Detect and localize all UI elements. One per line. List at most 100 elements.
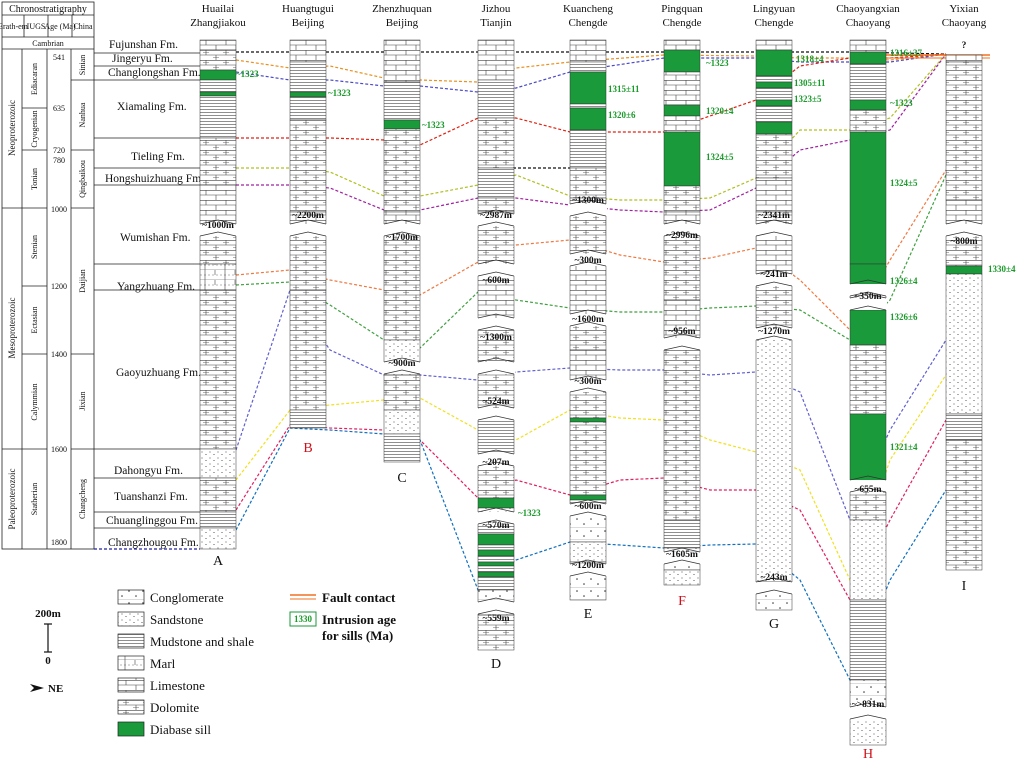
column-G-layer — [755, 231, 793, 283]
thickness-label-D: ~559m — [482, 614, 509, 624]
column-C: ~1700m ~900m ~1323 — [383, 39, 445, 463]
section-city-C: Beijing — [386, 17, 419, 29]
column-break-mark — [477, 259, 515, 265]
column-break-gap — [477, 454, 515, 466]
stratigraphic-columns: ~1000m~1323~2200m~1323~1700m~900m~1323~2… — [199, 39, 1016, 746]
intrusion-age-H: 1324±5 — [890, 178, 918, 188]
column-H-layer — [849, 131, 887, 265]
column-break-mark — [755, 589, 793, 595]
column-E-layer — [569, 261, 607, 323]
column-break-mark — [569, 309, 607, 315]
legend-swatch-limestone — [117, 677, 145, 693]
north-label: NE — [48, 683, 63, 695]
intrusion-age-I: 1330±4 — [988, 264, 1016, 274]
column-B-layer — [289, 39, 327, 63]
thickness-label-H: ~350m — [854, 292, 881, 302]
thickness-label-D: ~2987m — [480, 211, 512, 221]
column-D-layer — [477, 571, 515, 578]
thickness-label-D: ~600m — [482, 276, 509, 286]
column-break-gap — [569, 504, 607, 516]
column-E-layer — [569, 107, 607, 131]
thickness-label-E: ~600m — [574, 502, 601, 512]
thickness-label-D: ~1300m — [480, 333, 512, 343]
section-city-B: Beijing — [292, 17, 325, 29]
column-A-layer — [199, 448, 237, 479]
column-I-layer — [945, 439, 983, 571]
column-I-layer — [945, 273, 983, 415]
intrusion-age-E: 1320±6 — [608, 110, 636, 120]
age-541: 541 — [53, 53, 65, 62]
age-1800: 1800 — [51, 538, 67, 547]
column-A-layer — [199, 69, 237, 81]
column-D-layer — [477, 576, 515, 591]
column-break-gap — [289, 224, 327, 236]
fm-xiamaling: Xiamaling Fm. — [117, 101, 187, 113]
column-break-gap — [569, 564, 607, 576]
column-break-gap — [755, 582, 793, 594]
column-break-mark — [849, 714, 887, 720]
column-break-mark — [477, 461, 515, 467]
formation-boundaries — [94, 52, 200, 529]
column-break-mark — [383, 231, 421, 237]
legend-fault: Fault contact — [322, 590, 396, 605]
column-break-mark — [477, 415, 515, 421]
column-C-layer — [383, 433, 421, 463]
fm-dahongyu: Dahongyu Fm. — [114, 465, 183, 477]
column-B: ~2200m ~1323 — [289, 39, 351, 429]
column-C-layer — [383, 231, 421, 341]
column-D-layer — [477, 117, 515, 169]
column-A-layer — [199, 263, 237, 291]
fm-gaoyuzhuang: Gaoyuzhuang Fm. — [116, 367, 201, 379]
column-A-layer — [199, 231, 237, 265]
column-break-gap — [383, 362, 421, 374]
legend-intrusion-sample: 1330 — [294, 614, 313, 624]
column-break-mark — [755, 231, 793, 237]
column-E-layer — [569, 61, 607, 73]
column-break-mark — [849, 291, 887, 297]
chronostratigraphy-table — [1, 1, 95, 550]
column-break-mark — [663, 547, 701, 553]
column-break-mark — [755, 577, 793, 583]
column-C-layer — [383, 409, 421, 435]
column-C-layer — [383, 39, 421, 83]
column-G-layer — [755, 335, 793, 583]
scale-top: 200m — [35, 608, 61, 620]
column-H: ~350m ~655m ~>831m 1316±37 ~1323 1324±5 1326±4… — [849, 39, 922, 746]
thickness-label-A: ~1000m — [202, 221, 234, 231]
column-break-mark — [569, 211, 607, 217]
column-D-layer — [477, 614, 515, 651]
column-F-layer — [663, 39, 701, 51]
column-break-gap — [477, 602, 515, 614]
legend-swatch-mudstone — [117, 633, 145, 649]
intrusion-age-G: 1305±11 — [794, 78, 826, 88]
column-F-layer — [663, 569, 701, 586]
thickness-label-E: ~1300m — [572, 196, 604, 206]
legend-swatch-conglomerate — [117, 589, 145, 605]
column-G-layer — [755, 87, 793, 101]
thickness-label-E: ~300m — [574, 377, 601, 387]
column-break-mark — [849, 279, 887, 285]
column-C-layer — [383, 374, 421, 411]
column-break-mark — [663, 333, 701, 339]
legend-intrusion-1: Intrusion age — [322, 612, 396, 627]
fm-chuanglinggou: Chuanglinggou Fm. — [106, 515, 198, 527]
section-place-H: Chaoyangxian — [836, 3, 900, 15]
fm-fujunshan: Fujunshan Fm. — [109, 39, 178, 51]
column-A-layer — [199, 95, 237, 139]
column-G-layer — [755, 133, 793, 179]
legend-intrusion-box — [289, 611, 317, 627]
unit-sinian: Sinian — [78, 55, 87, 75]
column-E-layer — [569, 494, 607, 501]
column-H-layer — [849, 519, 887, 601]
column-E-layer — [569, 421, 607, 496]
fm-jingeryu: Jingeryu Fm. — [112, 53, 173, 65]
column-E-layer — [569, 39, 607, 63]
column-break-mark — [569, 559, 607, 565]
column-G-layer — [755, 121, 793, 135]
column-break-mark — [477, 403, 515, 409]
column-H-layer — [849, 39, 887, 53]
header-iugs: IUGS — [27, 22, 46, 31]
column-break-gap — [849, 284, 887, 296]
column-break-mark — [477, 325, 515, 331]
column-H-layer — [849, 51, 887, 65]
